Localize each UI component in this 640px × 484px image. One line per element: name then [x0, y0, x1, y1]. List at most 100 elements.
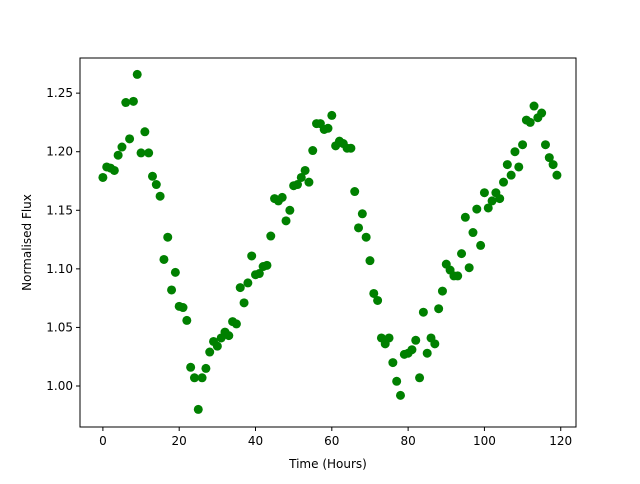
data-point [281, 216, 291, 226]
data-point [285, 205, 295, 215]
data-point [308, 146, 318, 156]
data-point [243, 278, 253, 288]
data-point [147, 171, 157, 181]
data-point [186, 362, 196, 372]
data-point [296, 172, 306, 182]
data-point [422, 348, 432, 358]
data-point [205, 347, 215, 357]
data-point [472, 204, 482, 214]
data-point [155, 191, 165, 201]
data-point [212, 341, 222, 351]
data-point [247, 251, 257, 261]
data-point [231, 319, 241, 329]
y-tick-label: 1.10 [46, 262, 73, 276]
data-point [350, 187, 360, 197]
data-point [327, 110, 337, 120]
x-tick-label: 120 [549, 434, 572, 448]
data-point [178, 303, 188, 313]
data-point [346, 143, 356, 153]
data-point [151, 180, 161, 190]
data-point [266, 231, 276, 241]
data-point [140, 127, 150, 137]
data-point [125, 134, 135, 144]
x-tick-label: 0 [99, 434, 107, 448]
data-point [518, 140, 528, 150]
data-point [159, 254, 169, 264]
data-point [98, 172, 108, 182]
y-tick-label: 1.05 [46, 320, 73, 334]
data-point [357, 209, 367, 219]
data-point [437, 286, 447, 296]
data-point [434, 304, 444, 314]
data-point [292, 180, 302, 190]
data-point [128, 96, 138, 106]
x-axis-label: Time (Hours) [288, 457, 367, 471]
data-point [170, 267, 180, 277]
axes-frame [79, 57, 577, 428]
data-point [189, 373, 199, 383]
data-point [361, 232, 371, 242]
data-point [197, 373, 207, 383]
data-point [483, 203, 493, 213]
x-axis-ticks: 0 20 40 60 80 100 120 [99, 427, 572, 448]
data-point [235, 283, 245, 293]
x-tick-label: 20 [172, 434, 187, 448]
data-point [262, 260, 272, 270]
y-axis-ticks: 1.00 1.05 1.10 1.15 1.20 1.25 [46, 86, 80, 393]
x-tick-label: 60 [324, 434, 339, 448]
data-point [132, 69, 142, 79]
data-point [163, 232, 173, 242]
data-point [254, 269, 264, 279]
data-point [121, 98, 131, 108]
data-point [415, 373, 425, 383]
data-point [499, 177, 509, 187]
data-point [384, 333, 394, 343]
data-point [502, 160, 512, 170]
data-point [117, 142, 127, 152]
data-point [239, 298, 249, 308]
data-point [430, 339, 440, 349]
data-point [167, 285, 177, 295]
data-point [514, 162, 524, 172]
data-point [552, 170, 562, 180]
y-axis-label: Normalised Flux [20, 194, 34, 291]
data-point [548, 160, 558, 170]
data-point [468, 228, 478, 238]
data-point [300, 165, 310, 175]
data-point [476, 240, 486, 250]
data-point [201, 363, 211, 373]
x-tick-label: 40 [248, 434, 263, 448]
data-point [395, 390, 405, 400]
y-tick-label: 1.15 [46, 203, 73, 217]
data-point [109, 165, 119, 175]
data-point [388, 358, 398, 368]
y-tick-label: 1.25 [46, 86, 73, 100]
data-point [510, 147, 520, 157]
y-tick-label: 1.00 [46, 379, 73, 393]
data-point [540, 140, 550, 150]
x-tick-label: 80 [400, 434, 415, 448]
x-tick-label: 100 [473, 434, 496, 448]
data-point [544, 153, 554, 163]
data-point [354, 223, 364, 233]
data-points [98, 69, 562, 414]
data-point [304, 177, 314, 187]
data-point [144, 148, 154, 158]
data-point [537, 108, 547, 118]
data-point [407, 345, 417, 355]
data-point [495, 194, 505, 204]
data-point [506, 170, 516, 180]
data-point [277, 192, 287, 202]
data-point [182, 315, 192, 325]
data-point [193, 404, 203, 414]
data-point [460, 212, 470, 222]
data-point [457, 249, 467, 259]
data-point [113, 150, 123, 160]
data-point [418, 307, 428, 317]
data-point [453, 271, 463, 281]
data-point [529, 101, 539, 111]
data-point [464, 263, 474, 273]
